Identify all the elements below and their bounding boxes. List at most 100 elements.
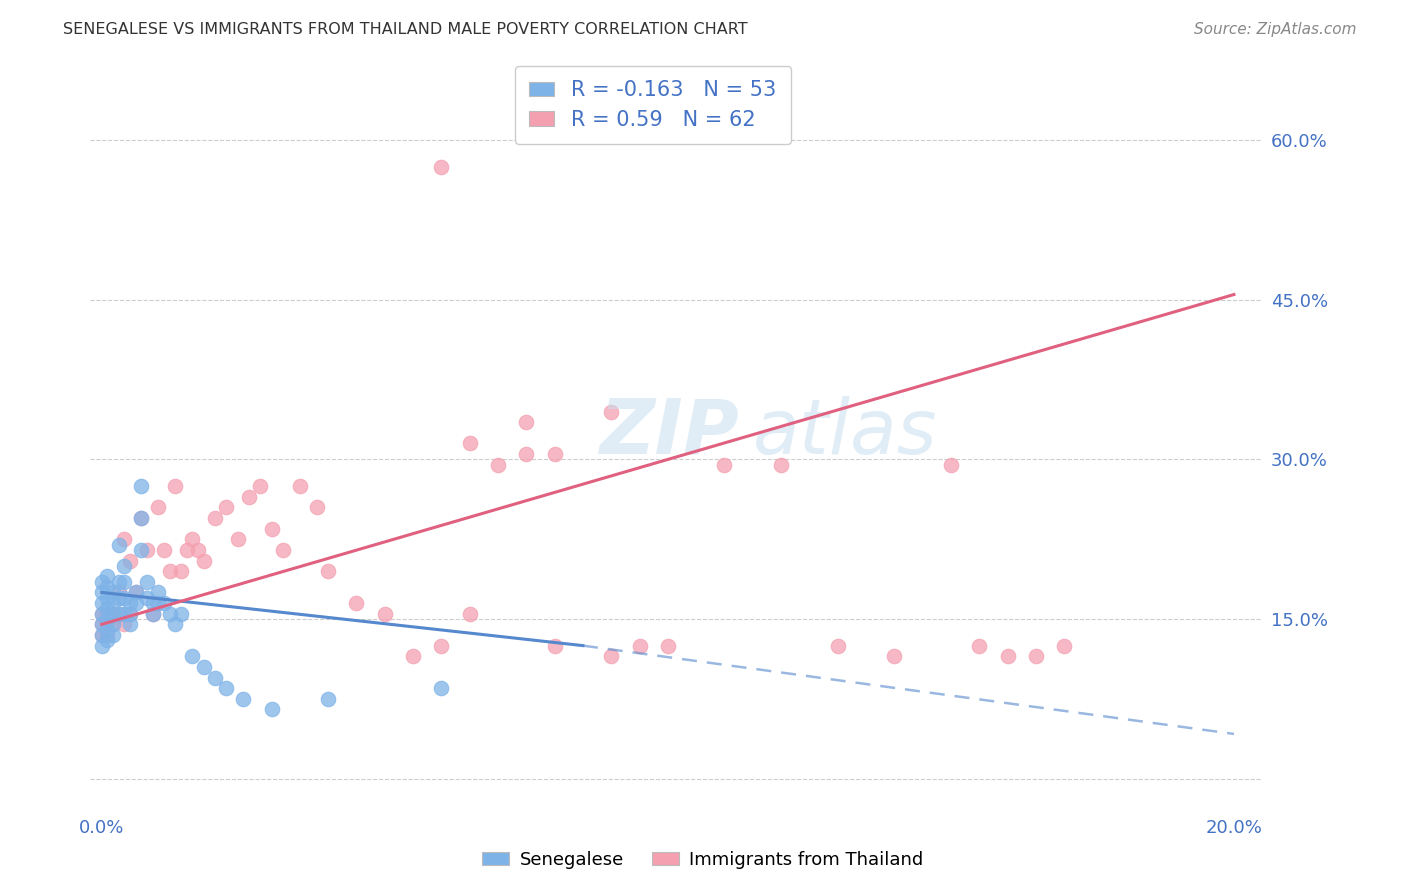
Point — [346, 596, 368, 610]
Point — [628, 639, 651, 653]
Point — [120, 596, 142, 610]
Point — [142, 607, 165, 621]
Point — [176, 542, 198, 557]
Point — [131, 511, 153, 525]
Point — [600, 404, 623, 418]
Point — [107, 591, 129, 605]
Point — [112, 591, 135, 605]
Point — [193, 660, 215, 674]
Text: Source: ZipAtlas.com: Source: ZipAtlas.com — [1194, 22, 1357, 37]
Point — [90, 628, 112, 642]
Point — [232, 691, 254, 706]
Point — [997, 649, 1019, 664]
Point — [96, 633, 118, 648]
Point — [770, 458, 793, 472]
Point — [96, 569, 118, 583]
Point — [316, 564, 339, 578]
Point — [215, 681, 238, 695]
Point — [90, 617, 112, 632]
Point — [1053, 639, 1076, 653]
Point — [316, 691, 339, 706]
Point — [112, 558, 135, 573]
Point — [131, 479, 153, 493]
Point — [249, 479, 271, 493]
Point — [125, 596, 148, 610]
Point — [430, 681, 453, 695]
Legend: Senegalese, Immigrants from Thailand: Senegalese, Immigrants from Thailand — [475, 844, 931, 876]
Point — [131, 511, 153, 525]
Point — [181, 533, 204, 547]
Point — [90, 607, 112, 621]
Point — [430, 639, 453, 653]
Point — [181, 649, 204, 664]
Point — [142, 596, 165, 610]
Point — [148, 500, 170, 515]
Point — [1025, 649, 1047, 664]
Point — [486, 458, 509, 472]
Point — [159, 564, 181, 578]
Point — [96, 628, 118, 642]
Point — [120, 607, 142, 621]
Point — [112, 607, 135, 621]
Point — [827, 639, 849, 653]
Point — [204, 511, 226, 525]
Point — [939, 458, 962, 472]
Point — [120, 553, 142, 567]
Point — [101, 628, 124, 642]
Point — [165, 479, 187, 493]
Point — [96, 601, 118, 615]
Point — [142, 607, 165, 621]
Point — [90, 617, 112, 632]
Point — [112, 617, 135, 632]
Point — [90, 607, 112, 621]
Text: SENEGALESE VS IMMIGRANTS FROM THAILAND MALE POVERTY CORRELATION CHART: SENEGALESE VS IMMIGRANTS FROM THAILAND M… — [63, 22, 748, 37]
Point — [204, 671, 226, 685]
Point — [657, 639, 679, 653]
Point — [288, 479, 311, 493]
Point — [967, 639, 990, 653]
Point — [107, 607, 129, 621]
Point — [458, 607, 481, 621]
Point — [107, 574, 129, 589]
Point — [96, 580, 118, 594]
Point — [159, 607, 181, 621]
Point — [165, 617, 187, 632]
Point — [271, 542, 294, 557]
Point — [543, 639, 565, 653]
Point — [153, 596, 176, 610]
Point — [120, 617, 142, 632]
Point — [90, 628, 112, 642]
Point — [305, 500, 328, 515]
Point — [153, 542, 176, 557]
Point — [96, 591, 118, 605]
Point — [101, 596, 124, 610]
Point — [90, 596, 112, 610]
Point — [260, 522, 283, 536]
Point — [96, 623, 118, 637]
Point — [136, 591, 159, 605]
Point — [600, 649, 623, 664]
Legend: R = -0.163   N = 53, R = 0.59   N = 62: R = -0.163 N = 53, R = 0.59 N = 62 — [515, 65, 792, 145]
Point — [515, 447, 537, 461]
Point — [883, 649, 905, 664]
Text: ZIP: ZIP — [600, 396, 740, 470]
Text: atlas: atlas — [752, 396, 936, 470]
Point — [112, 574, 135, 589]
Point — [170, 607, 193, 621]
Point — [458, 436, 481, 450]
Point — [148, 596, 170, 610]
Point — [96, 607, 118, 621]
Point — [187, 542, 209, 557]
Point — [226, 533, 249, 547]
Point — [543, 447, 565, 461]
Point — [430, 160, 453, 174]
Point — [101, 585, 124, 599]
Point — [101, 607, 124, 621]
Point — [260, 702, 283, 716]
Point — [107, 585, 129, 599]
Point — [515, 415, 537, 429]
Point — [96, 617, 118, 632]
Point — [112, 533, 135, 547]
Point — [101, 617, 124, 632]
Point — [90, 639, 112, 653]
